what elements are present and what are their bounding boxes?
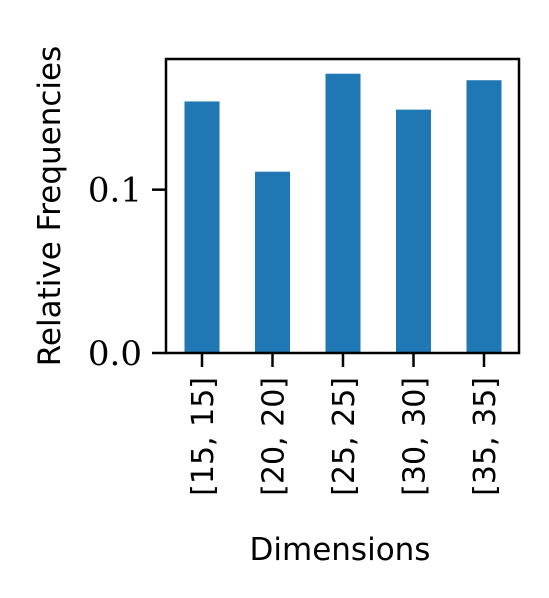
bar-1	[255, 171, 290, 353]
bar-3	[396, 109, 431, 353]
x-axis-ticks: [15, 15] [20, 20] [25, 25] [30, 30] [35, 35]	[186, 353, 503, 496]
y-tick-label-0: 0.0	[88, 334, 142, 374]
y-axis-ticks: 0.0 0.1	[88, 171, 166, 374]
y-axis-label: Relative Frequencies	[32, 46, 68, 367]
bar-2	[325, 73, 361, 353]
bar-4	[466, 80, 502, 353]
y-tick-label-1: 0.1	[88, 171, 142, 211]
x-tick-label-1: [20, 20]	[257, 377, 292, 496]
x-tick-label-4: [35, 35]	[468, 377, 503, 496]
x-tick-label-3: [30, 30]	[398, 377, 433, 496]
x-tick-label-2: [25, 25]	[327, 377, 362, 496]
bar-0	[184, 101, 220, 353]
x-tick-label-0: [15, 15]	[186, 377, 221, 496]
bars-group	[184, 73, 502, 353]
plot-frame	[164, 57, 521, 355]
x-axis-label: Dimensions	[250, 532, 431, 568]
